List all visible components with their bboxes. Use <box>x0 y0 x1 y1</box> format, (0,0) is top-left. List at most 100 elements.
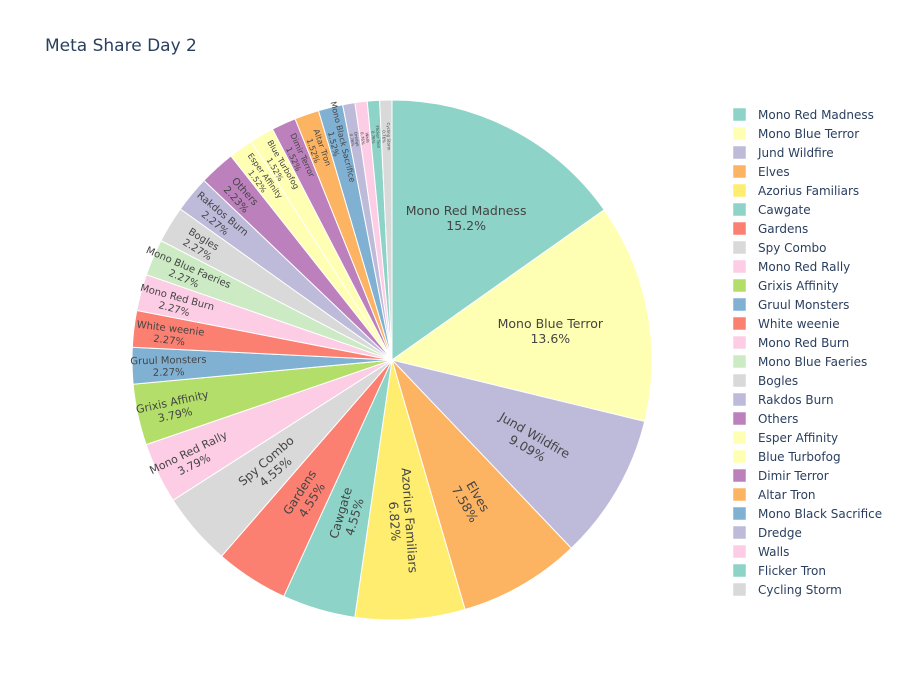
legend-label: Mono Red Burn <box>758 336 849 350</box>
slice-label-name: Dredge <box>353 132 360 148</box>
legend-label: Mono Black Sacrifice <box>758 507 882 521</box>
legend-swatch <box>732 107 747 122</box>
legend-swatch <box>732 449 747 464</box>
legend-item-grixis-affinity[interactable]: Grixis Affinity <box>732 278 839 293</box>
pie-slice-mono-blue-terror[interactable] <box>390 209 653 423</box>
legend-label: Flicker Tron <box>758 564 826 578</box>
pie-slice-mono-red-madness[interactable] <box>391 99 605 361</box>
slice-label-name: Azorius Familiars <box>399 467 421 573</box>
legend-item-mono-blue-terror[interactable]: Mono Blue Terror <box>732 126 859 141</box>
legend-item-flicker-tron[interactable]: Flicker Tron <box>732 563 826 578</box>
legend-label: Mono Red Madness <box>758 108 874 122</box>
legend-item-cawgate[interactable]: Cawgate <box>732 202 811 217</box>
legend-item-elves[interactable]: Elves <box>732 164 790 179</box>
slice-label-percent: 15.2% <box>446 218 486 233</box>
slice-label-name: Gruul Monsters <box>130 355 206 368</box>
legend-swatch <box>732 411 747 426</box>
legend-item-others[interactable]: Others <box>732 411 798 426</box>
legend-item-walls[interactable]: Walls <box>732 544 789 559</box>
legend-swatch <box>732 582 747 597</box>
legend-item-dredge[interactable]: Dredge <box>732 525 802 540</box>
legend-label: Mono Blue Terror <box>758 127 859 141</box>
legend-swatch <box>732 297 747 312</box>
legend-swatch <box>732 430 747 445</box>
legend-item-gardens[interactable]: Gardens <box>732 221 808 236</box>
slice-label-name: Cycling Storm <box>386 122 392 150</box>
legend-item-gruul-monsters[interactable]: Gruul Monsters <box>732 297 849 312</box>
legend-label: Esper Affinity <box>758 431 838 445</box>
slice-label-percent: 13.6% <box>530 331 570 346</box>
legend-swatch <box>732 164 747 179</box>
legend-swatch <box>732 202 747 217</box>
slice-label-percent: 0.76% <box>349 133 356 147</box>
legend-label: Dredge <box>758 526 802 540</box>
legend-swatch <box>732 487 747 502</box>
legend-item-bogles[interactable]: Bogles <box>732 373 798 388</box>
slice-label-percent: 0.76% <box>359 132 365 145</box>
pie-slice-cycling-storm[interactable] <box>379 99 393 361</box>
legend-swatch <box>732 145 747 160</box>
legend-label: Cawgate <box>758 203 811 217</box>
legend-swatch <box>732 392 747 407</box>
legend-label: Bogles <box>758 374 798 388</box>
legend-label: Gruul Monsters <box>758 298 849 312</box>
legend-label: Dimir Terror <box>758 469 829 483</box>
legend-swatch <box>732 563 747 578</box>
legend-swatch <box>732 544 747 559</box>
legend[interactable]: Mono Red Madness Mono Blue Terror Jund Wil… <box>732 107 882 597</box>
legend-swatch <box>732 316 747 331</box>
legend-item-jund-wildfire[interactable]: Jund Wildfire <box>732 145 834 160</box>
legend-item-mono-blue-faeries[interactable]: Mono Blue Faeries <box>732 354 867 369</box>
legend-swatch <box>732 335 747 350</box>
slice-label-percent: 0.76% <box>381 130 386 143</box>
pie-slice-elves[interactable] <box>391 359 573 611</box>
slice-label-name: Mono Blue Terror <box>498 316 604 331</box>
legend-item-dimir-terror[interactable]: Dimir Terror <box>732 468 829 483</box>
legend-label: Others <box>758 412 798 426</box>
legend-label: Gardens <box>758 222 808 236</box>
legend-item-altar-tron[interactable]: Altar Tron <box>732 487 816 502</box>
legend-swatch <box>732 126 747 141</box>
legend-item-rakdos-burn[interactable]: Rakdos Burn <box>732 392 834 407</box>
legend-swatch <box>732 221 747 236</box>
legend-label: Mono Red Rally <box>758 260 850 274</box>
legend-item-esper-affinity[interactable]: Esper Affinity <box>732 430 838 445</box>
legend-label: Jund Wildfire <box>757 146 834 160</box>
legend-item-mono-black-sacrifice[interactable]: Mono Black Sacrifice <box>732 506 882 521</box>
legend-label: White weenie <box>758 317 840 331</box>
legend-label: Grixis Affinity <box>758 279 839 293</box>
legend-item-mono-red-burn[interactable]: Mono Red Burn <box>732 335 849 350</box>
legend-item-azorius-familiars[interactable]: Azorius Familiars <box>732 183 859 198</box>
legend-item-white-weenie[interactable]: White weenie <box>732 316 840 331</box>
legend-label: Cycling Storm <box>758 583 842 597</box>
legend-label: Spy Combo <box>758 241 827 255</box>
slice-label-percent: 2.27% <box>153 367 185 379</box>
slice-label-name: Walls <box>364 132 370 143</box>
legend-item-mono-red-rally[interactable]: Mono Red Rally <box>732 259 850 274</box>
legend-swatch <box>732 183 747 198</box>
legend-item-spy-combo[interactable]: Spy Combo <box>732 240 827 255</box>
legend-swatch <box>732 525 747 540</box>
pie-slice-azorius-familiars[interactable] <box>354 359 466 621</box>
legend-item-blue-turbofog[interactable]: Blue Turbofog <box>732 449 841 464</box>
chart-title: Meta Share Day 2 <box>45 36 197 56</box>
pie-slice-jund-wildfire[interactable] <box>390 359 646 549</box>
legend-label: Azorius Familiars <box>758 184 859 198</box>
legend-swatch <box>732 259 747 274</box>
legend-swatch <box>732 240 747 255</box>
legend-item-mono-red-madness[interactable]: Mono Red Madness <box>732 107 874 122</box>
legend-item-cycling-storm[interactable]: Cycling Storm <box>732 582 842 597</box>
legend-swatch <box>732 354 747 369</box>
legend-label: Mono Blue Faeries <box>758 355 867 369</box>
legend-swatch <box>732 278 747 293</box>
legend-label: Altar Tron <box>758 488 816 502</box>
